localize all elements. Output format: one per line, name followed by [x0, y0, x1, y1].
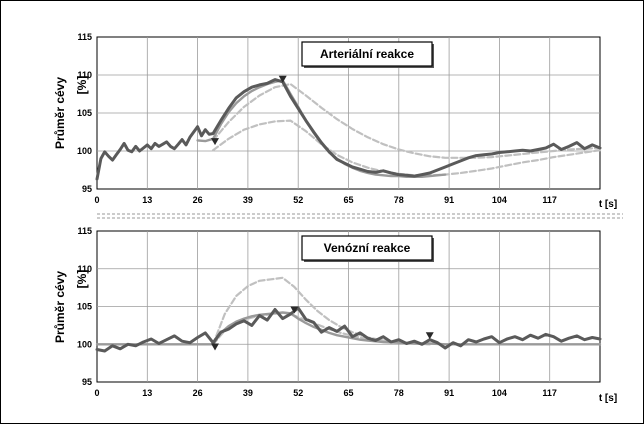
venous-x-tick-label: 26 — [193, 388, 203, 398]
venous-x-tick-label: 13 — [142, 388, 152, 398]
venous-y-tick-label: 115 — [77, 226, 92, 236]
arterial-x-tick-label: 26 — [193, 195, 203, 205]
venous-x-tick-label: 65 — [343, 388, 353, 398]
venous-x-tick-label: 39 — [243, 388, 253, 398]
venous-title-box — [301, 235, 433, 261]
arterial-y-tick-label: 105 — [77, 108, 92, 118]
venous-x-tick-label: 91 — [444, 388, 454, 398]
arterial-x-tick-label: 0 — [94, 195, 99, 205]
arterial-x-tick-label: 52 — [293, 195, 303, 205]
arterial-x-tick-label: 104 — [492, 195, 507, 205]
arterial-y-tick-label: 110 — [77, 70, 92, 80]
venous-chart-panel: 0 13 26 39 52 65 78 91 104 117 95 100 105 110 115 Venóz… — [53, 226, 617, 404]
arterial-x-tick-label: 39 — [243, 195, 253, 205]
venous-y-axis-unit: [%] — [75, 270, 89, 289]
venous-event-marker — [211, 343, 220, 351]
venous-x-tick-label: 78 — [394, 388, 404, 398]
venous-x-axis-label: t [s] — [599, 393, 617, 404]
arterial-x-tick-label: 78 — [394, 195, 404, 205]
arterial-chart-title: Arteriální reakce — [320, 47, 414, 61]
arterial-title-box — [301, 41, 433, 67]
arterial-y-axis-label: Průměr cévy — [53, 77, 67, 149]
venous-y-tick-label: 110 — [77, 264, 92, 274]
venous-x-tick-label: 0 — [94, 388, 99, 398]
arterial-x-tick-label: 91 — [444, 195, 454, 205]
arterial-y-axis-unit: [%] — [75, 76, 89, 95]
venous-y-axis-label: Průměr cévy — [53, 271, 67, 343]
arterial-y-tick-label: 95 — [82, 184, 92, 194]
arterial-x-tick-label: 65 — [343, 195, 353, 205]
arterial-event-marker — [211, 138, 220, 146]
arterial-y-tick-label: 115 — [77, 32, 92, 42]
venous-event-marker — [425, 332, 434, 340]
venous-x-tick-label: 52 — [293, 388, 303, 398]
venous-y-tick-label: 95 — [82, 377, 92, 387]
arterial-event-marker — [278, 75, 287, 83]
venous-y-tick-label: 105 — [77, 302, 92, 312]
arterial-x-tick-label: 117 — [542, 195, 557, 205]
arterial-series-model-upper — [212, 83, 602, 159]
venous-event-marker — [290, 306, 299, 314]
venous-series-model-upper — [212, 276, 431, 346]
venous-x-tick-label: 117 — [542, 388, 557, 398]
arterial-y-tick-label: 100 — [77, 146, 92, 156]
arterial-x-tick-label: 13 — [142, 195, 152, 205]
arterial-series-measured — [95, 78, 602, 181]
venous-chart-title: Venózní reakce — [324, 241, 411, 255]
arterial-chart-panel: 0 13 26 39 52 65 78 91 104 117 95 100 105 110 115 Arter… — [53, 32, 617, 210]
arterial-x-axis-label: t [s] — [599, 199, 617, 210]
venous-series-measured — [95, 306, 602, 353]
venous-y-tick-label: 100 — [77, 339, 92, 349]
venous-x-tick-label: 104 — [492, 388, 507, 398]
